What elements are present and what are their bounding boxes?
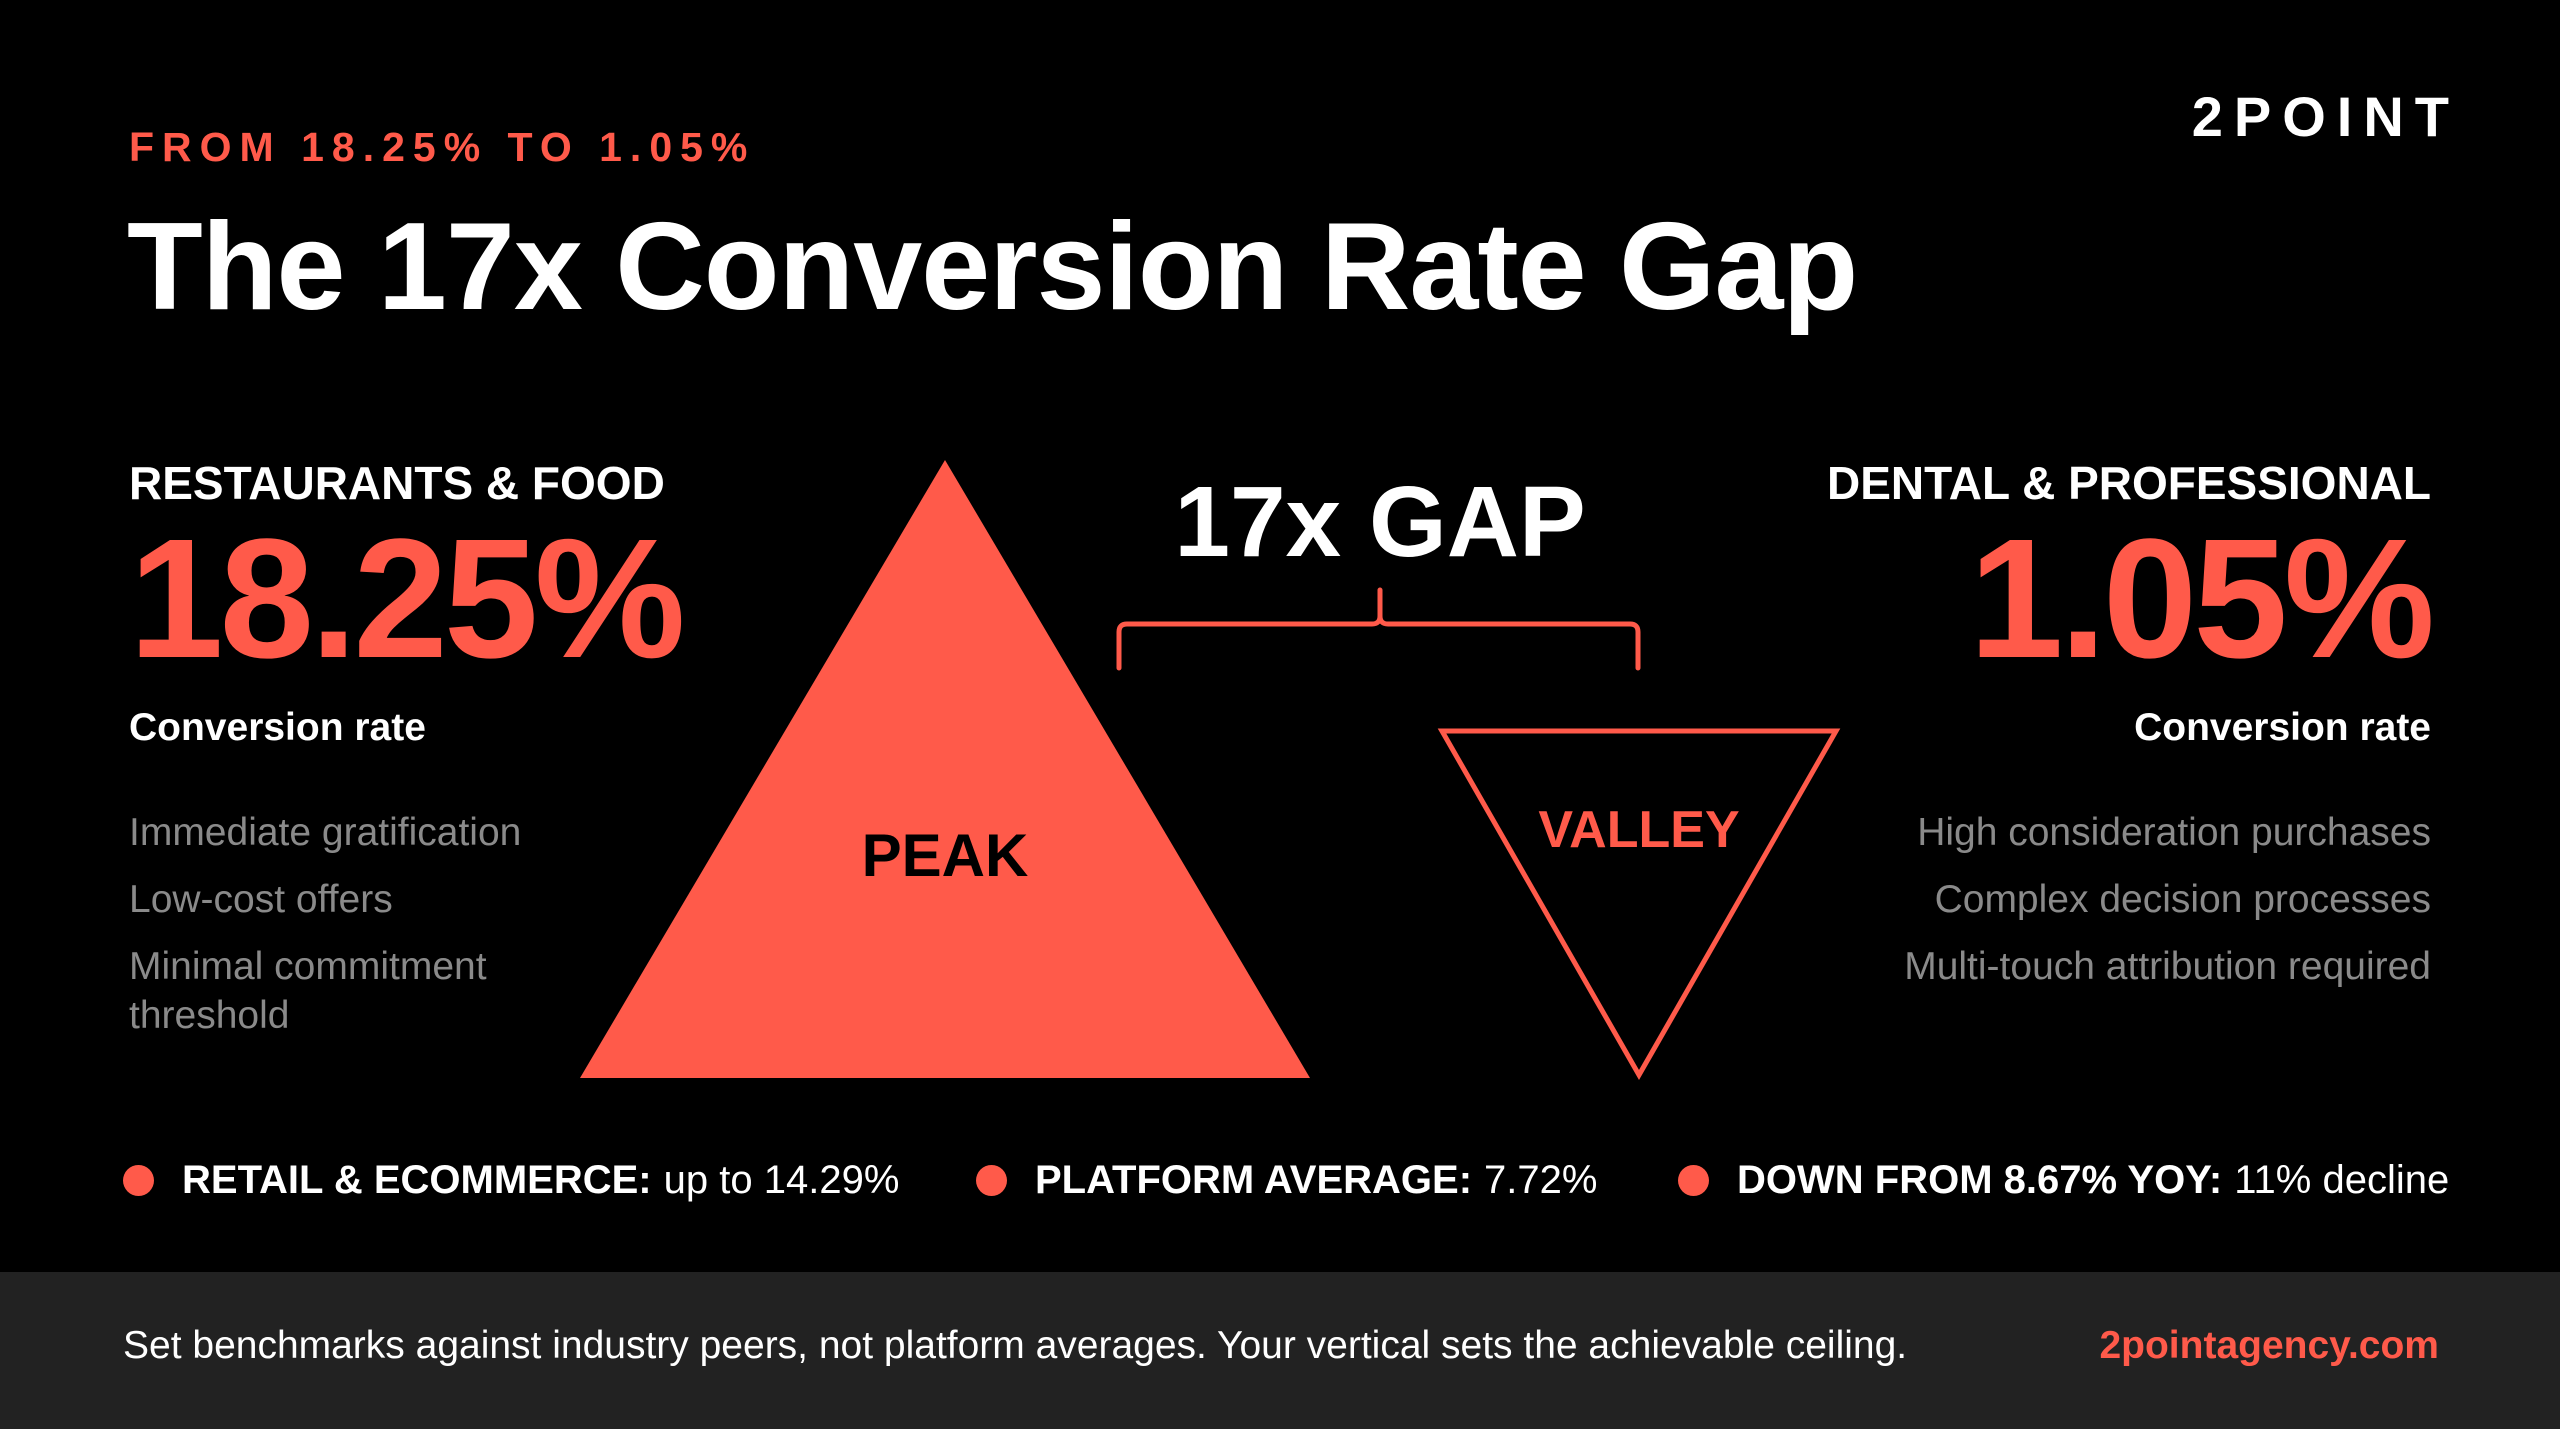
agency-website-link[interactable]: 2pointagency.com [2099, 1324, 2439, 1367]
stat-label: DOWN FROM 8.67% YOY: [1737, 1157, 2223, 1202]
footer-bar: Set benchmarks against industry peers, n… [0, 1272, 2560, 1429]
peak-triangle [580, 460, 1310, 1078]
footer-note: Set benchmarks against industry peers, n… [123, 1324, 1908, 1367]
valley-triangle [1437, 728, 1841, 1081]
bullet-dot-icon [123, 1164, 154, 1196]
trait-item: Low-cost offers [129, 878, 393, 921]
stat-yoy-decline: DOWN FROM 8.67% YOY: 11% decline [1678, 1152, 2449, 1208]
bullet-dot-icon [976, 1164, 1007, 1196]
trait-list: Immediate gratification Low-cost offers … [129, 808, 769, 1040]
stat-platform-average: PLATFORM AVERAGE: 7.72% [976, 1152, 1597, 1208]
trait-item: High consideration purchases [1917, 811, 2431, 854]
stat-value: up to 14.29% [663, 1157, 900, 1202]
dental-panel: DENTAL & PROFESSIONAL 1.05% Conversion r… [1731, 456, 2435, 1009]
peak-label: PEAK [862, 822, 1029, 889]
industry-name-restaurants: RESTAURANTS & FOOD [129, 457, 665, 509]
valley-label: VALLEY [1538, 801, 1739, 859]
trait-item: Multi-touch attribution required [1904, 945, 2431, 988]
stat-retail: RETAIL & ECOMMERCE: up to 14.29% [123, 1152, 899, 1208]
restaurants-panel: RESTAURANTS & FOOD 18.25% Conversion rat… [129, 456, 769, 1058]
trait-item: Minimal commitment threshold [129, 945, 487, 1037]
eyebrow-text: FROM 18.25% TO 1.05% [129, 124, 756, 170]
gap-bracket [1116, 587, 1641, 671]
trait-list: High consideration purchases Complex dec… [1731, 808, 2431, 991]
rate-label: Conversion rate [2134, 706, 2431, 749]
trait-item: Immediate gratification [129, 811, 522, 854]
industry-name-dental: DENTAL & PROFESSIONAL [1827, 457, 2431, 509]
stat-value: 7.72% [1484, 1157, 1598, 1202]
stat-label: PLATFORM AVERAGE: [1035, 1157, 1473, 1202]
trait-item: Complex decision processes [1934, 878, 2431, 921]
page-title: The 17x Conversion Rate Gap [127, 198, 1858, 336]
stat-label: RETAIL & ECOMMERCE: [182, 1157, 652, 1202]
stat-value: 11% decline [2234, 1157, 2450, 1202]
conversion-rate-high: 18.25% [129, 504, 686, 694]
bullet-dot-icon [1678, 1164, 1709, 1196]
rate-label: Conversion rate [129, 706, 426, 749]
conversion-rate-low: 1.05% [1968, 504, 2435, 694]
brand-logo: 2POINT [2191, 85, 2460, 148]
gap-label: 17x GAP [1174, 466, 1585, 578]
